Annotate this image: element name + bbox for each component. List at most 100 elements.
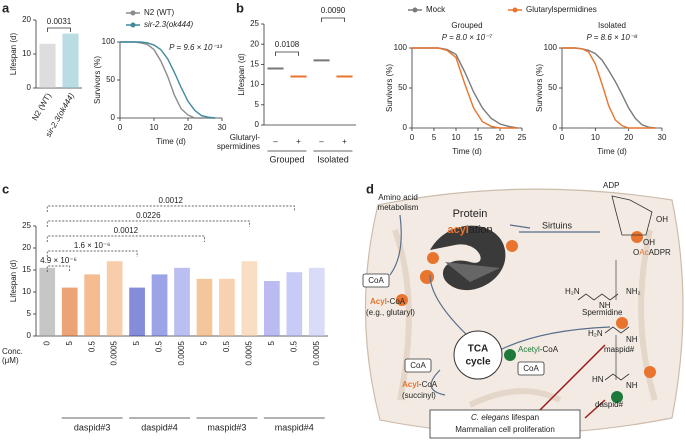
label: Spermidine xyxy=(582,308,623,317)
p-value: 1.6 × 10⁻⁶ xyxy=(74,241,111,250)
label: NH₂ xyxy=(626,287,641,296)
y-axis-title: Lifespan (d) xyxy=(9,260,18,303)
p-value: 0.0226 xyxy=(136,211,161,220)
inhibition xyxy=(539,344,606,419)
x-axis-title: Time (d) xyxy=(597,147,627,156)
label: (e.g., glutaryl) xyxy=(366,308,415,317)
label: Acetyl-CoA xyxy=(518,345,559,354)
bar xyxy=(84,274,101,336)
x-axis-title: Time (d) xyxy=(452,147,482,156)
tca-circle xyxy=(453,330,503,380)
label: TCA xyxy=(468,344,489,355)
acyl-group xyxy=(631,231,643,243)
x-tick-label: 0 xyxy=(118,123,123,132)
x-tick-label: 0.5 xyxy=(155,340,164,352)
survival-line xyxy=(562,47,656,129)
label: -CoA xyxy=(419,380,438,389)
label: -CoA xyxy=(540,345,559,354)
label: OAcADPR xyxy=(633,248,671,257)
x-axis-title: Time (d) xyxy=(156,137,186,146)
legend-marker xyxy=(130,22,136,28)
label: lifespan xyxy=(509,413,539,422)
x-tick-label: + xyxy=(296,137,301,146)
acetyl-group xyxy=(504,349,516,361)
x-tick-label: 10 xyxy=(150,123,159,132)
label: CoA xyxy=(523,364,539,373)
y-tick-label: 10 xyxy=(22,49,31,58)
bar xyxy=(196,278,213,336)
x-tick-label: 30 xyxy=(218,123,227,132)
x-tick-label: – xyxy=(273,137,278,146)
y-axis-title: Lifespan (d) xyxy=(237,53,246,96)
survival-line xyxy=(562,47,656,129)
survival-line xyxy=(120,41,216,119)
legend-marker xyxy=(412,7,418,13)
label: HN xyxy=(592,375,604,384)
group-label: maspid#4 xyxy=(275,422,314,432)
acyl-group xyxy=(396,294,408,306)
bracket xyxy=(47,27,71,32)
label: Mammalian cell proliferation xyxy=(455,425,555,434)
label: cycle xyxy=(465,357,490,368)
p-value: 0.0012 xyxy=(159,196,184,205)
bar xyxy=(62,33,79,88)
acyl-group xyxy=(427,252,439,264)
x-tick-label: + xyxy=(342,137,347,146)
label: OH xyxy=(643,238,655,247)
label: Ac xyxy=(639,248,648,257)
x-tick-label: 0.5 xyxy=(87,340,96,352)
legend-marker xyxy=(512,7,518,13)
label: Acetyl xyxy=(518,345,540,354)
label: H₂N xyxy=(565,287,580,296)
label: acyl xyxy=(447,224,468,236)
label: Acyl-CoA xyxy=(402,380,438,389)
x-tick-label: 5 xyxy=(132,340,141,345)
x-tick-label: 25 xyxy=(518,133,527,142)
y-tick-label: 20 xyxy=(22,15,31,24)
x-tick-label: – xyxy=(319,137,324,146)
y-axis-title: Survivors (%) xyxy=(93,56,102,104)
annotation: P = 9.6 × 10⁻¹³ xyxy=(169,43,222,52)
bar xyxy=(174,267,190,336)
label: (succinyl) xyxy=(402,391,436,400)
annotation: P = 8.6 × 10⁻⁸ xyxy=(587,33,639,42)
y-tick-label: 100 xyxy=(102,37,116,46)
y-tick-label: 0 xyxy=(553,123,558,132)
y-axis-title: Survivors (%) xyxy=(535,64,544,112)
y-tick-label: 0 xyxy=(255,120,260,129)
group-label: Isolated xyxy=(317,154,349,164)
label: NH xyxy=(626,381,638,390)
label: Amino acid xyxy=(378,193,418,202)
x-tick-label: 0.5 xyxy=(222,340,231,352)
label: CoA xyxy=(410,361,426,370)
arrow xyxy=(389,214,611,396)
chain xyxy=(577,293,630,381)
legend-label: N2 (WT) xyxy=(144,8,175,17)
outcome-box xyxy=(429,409,581,439)
bar xyxy=(219,278,235,336)
x-tick-label: N2 (WT) xyxy=(30,91,53,122)
chart-title: Grouped xyxy=(451,21,482,30)
y-axis-title: Survivors (%) xyxy=(385,64,394,112)
label: C. elegans xyxy=(471,413,509,422)
y-tick-label: 5 xyxy=(27,309,32,318)
legend-label: Glutarylspermidines xyxy=(526,5,597,14)
p-value: 0.0031 xyxy=(47,17,72,26)
y-tick-label: 25 xyxy=(250,19,259,28)
box xyxy=(404,358,432,373)
row-label: spermidines xyxy=(217,142,260,151)
acyl-group xyxy=(644,366,656,378)
survival-line xyxy=(412,47,518,129)
bar xyxy=(151,274,168,336)
group-label: daspid#4 xyxy=(141,422,178,432)
annotation: P = 8.0 × 10⁻⁷ xyxy=(442,33,494,42)
label: -CoA xyxy=(387,297,406,306)
x-tick-label: 0 xyxy=(410,133,415,142)
panel-label: d xyxy=(366,181,374,196)
p-value: 0.0012 xyxy=(114,226,139,235)
x-tick-label: 5 xyxy=(65,340,74,345)
x-tick-label: 30 xyxy=(658,133,667,142)
bar xyxy=(39,43,56,88)
x-tick-label: 0 xyxy=(560,133,565,142)
survival-line xyxy=(412,47,518,129)
